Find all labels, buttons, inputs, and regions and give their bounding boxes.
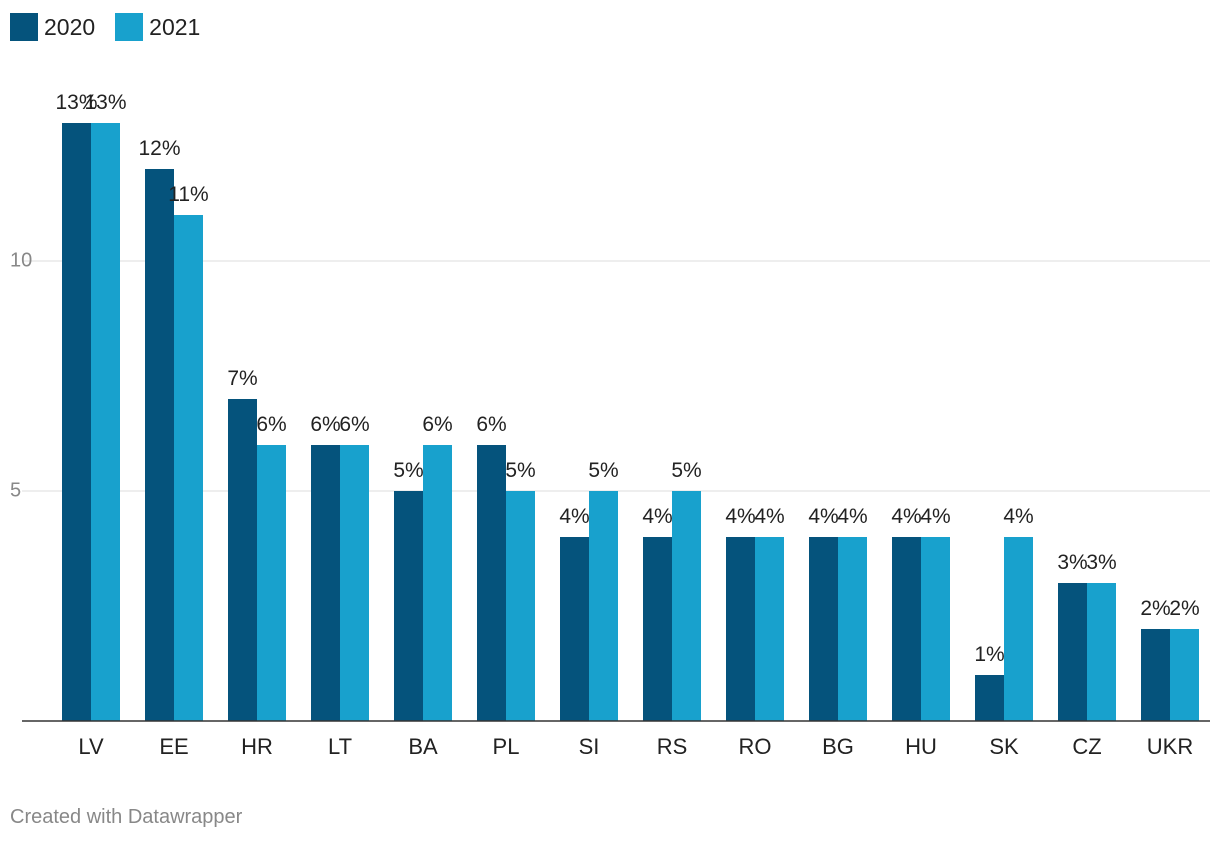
data-label-ro-2021: 4%	[754, 505, 784, 528]
legend-item-2020[interactable]: 2020	[10, 13, 95, 41]
data-label-si-2020: 4%	[559, 505, 589, 528]
x-tick-label-lt: LT	[328, 734, 352, 759]
bar-hr-2021	[257, 445, 286, 721]
data-label-bg-2021: 4%	[837, 505, 867, 528]
x-tick-label-ro: RO	[739, 734, 772, 759]
y-tick-label-5: 5	[10, 479, 21, 501]
legend: 2020 2021	[10, 10, 220, 44]
data-label-sk-2021: 4%	[1003, 505, 1033, 528]
bar-rs-2020	[643, 537, 672, 721]
bar-chart: 51013%13%LV12%11%EE7%6%HR6%6%LT5%6%BA6%5…	[10, 91, 1210, 759]
bar-lt-2021	[340, 445, 369, 721]
bar-cz-2020	[1058, 583, 1087, 721]
x-tick-label-cz: CZ	[1072, 734, 1101, 759]
x-tick-label-ee: EE	[159, 734, 188, 759]
data-label-ro-2020: 4%	[725, 505, 755, 528]
bar-rs-2021	[672, 491, 701, 721]
data-label-bg-2020: 4%	[808, 505, 838, 528]
x-tick-label-pl: PL	[493, 734, 520, 759]
data-label-ee-2020: 12%	[138, 137, 180, 160]
bar-ee-2020	[145, 169, 174, 721]
bar-ro-2020	[726, 537, 755, 721]
bar-lv-2020	[62, 123, 91, 721]
x-tick-label-lv: LV	[78, 734, 104, 759]
bar-ba-2020	[394, 491, 423, 721]
y-tick-label-10: 10	[10, 249, 32, 271]
x-tick-label-hr: HR	[241, 734, 273, 759]
data-label-ukr-2020: 2%	[1140, 597, 1170, 620]
data-label-hu-2020: 4%	[891, 505, 921, 528]
x-tick-label-hu: HU	[905, 734, 937, 759]
data-label-hr-2021: 6%	[256, 413, 286, 436]
bar-ukr-2021	[1170, 629, 1199, 721]
data-label-cz-2021: 3%	[1086, 551, 1116, 574]
bar-ro-2021	[755, 537, 784, 721]
legend-swatch-2020	[10, 13, 38, 41]
bar-sk-2021	[1004, 537, 1033, 721]
bar-sk-2020	[975, 675, 1004, 721]
legend-label-2020: 2020	[44, 13, 96, 40]
bar-cz-2021	[1087, 583, 1116, 721]
data-label-ba-2020: 5%	[393, 459, 423, 482]
data-label-lv-2021: 13%	[84, 91, 126, 114]
x-tick-label-bg: BG	[822, 734, 854, 759]
x-tick-label-ukr: UKR	[1147, 734, 1193, 759]
bar-si-2020	[560, 537, 589, 721]
bar-lt-2020	[311, 445, 340, 721]
bar-lv-2021	[91, 123, 120, 721]
data-label-pl-2020: 6%	[476, 413, 506, 436]
legend-label-2021: 2021	[149, 13, 201, 40]
bar-hr-2020	[228, 399, 257, 721]
bar-hu-2020	[892, 537, 921, 721]
x-tick-label-rs: RS	[657, 734, 688, 759]
x-tick-label-si: SI	[579, 734, 600, 759]
data-label-ee-2021: 11%	[168, 183, 208, 206]
data-label-hu-2021: 4%	[920, 505, 950, 528]
data-label-rs-2021: 5%	[671, 459, 701, 482]
legend-swatch-2021	[115, 13, 144, 41]
data-label-rs-2020: 4%	[642, 505, 672, 528]
footer-credit: Created with Datawrapper	[10, 806, 243, 828]
data-label-si-2021: 5%	[588, 459, 618, 482]
data-label-ukr-2021: 2%	[1169, 597, 1199, 620]
data-label-ba-2021: 6%	[422, 413, 452, 436]
bar-si-2021	[589, 491, 618, 721]
data-label-sk-2020: 1%	[974, 643, 1004, 666]
bar-bg-2020	[809, 537, 838, 721]
bar-bg-2021	[838, 537, 867, 721]
bar-hu-2021	[921, 537, 950, 721]
data-label-lv-2020: 13%	[55, 91, 97, 114]
legend-item-2021[interactable]: 2021	[115, 13, 200, 41]
data-label-pl-2021: 5%	[505, 459, 535, 482]
bar-ee-2021	[174, 215, 203, 721]
bar-ba-2021	[423, 445, 452, 721]
bar-pl-2020	[477, 445, 506, 721]
x-tick-label-sk: SK	[989, 734, 1019, 759]
data-label-lt-2021: 6%	[339, 413, 369, 436]
data-label-lt-2020: 6%	[310, 413, 340, 436]
x-tick-label-ba: BA	[408, 734, 438, 759]
bar-pl-2021	[506, 491, 535, 721]
data-label-cz-2020: 3%	[1057, 551, 1087, 574]
data-label-hr-2020: 7%	[227, 367, 257, 390]
bar-ukr-2020	[1141, 629, 1170, 721]
